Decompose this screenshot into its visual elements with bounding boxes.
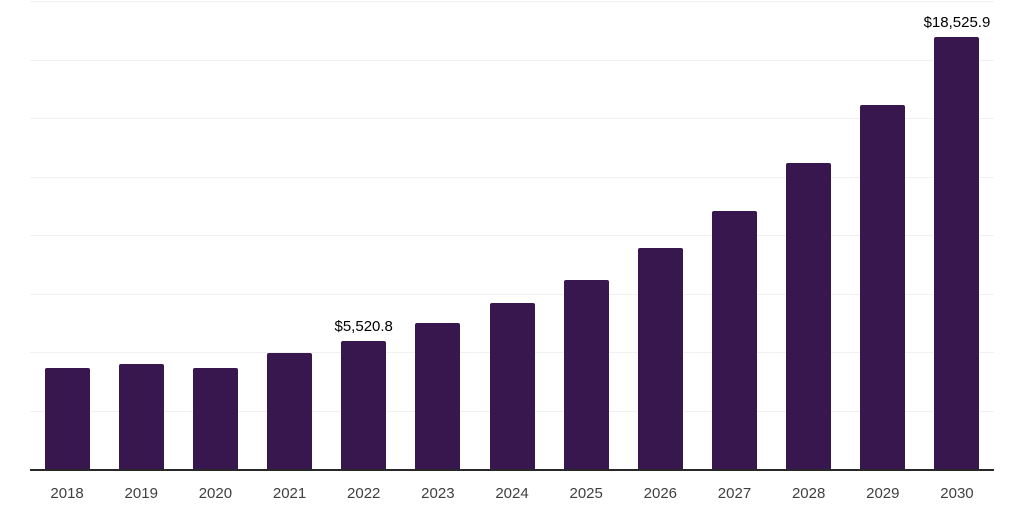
x-axis-line	[30, 469, 994, 471]
bar-2028	[786, 163, 832, 470]
bar-2029	[860, 105, 906, 470]
bar-slot-2025	[549, 2, 623, 470]
bar-slot-2021	[252, 2, 326, 470]
bar-2022	[341, 340, 387, 470]
bar-slot-2030: $18,525.9	[920, 2, 994, 470]
bar-slot-2018	[30, 2, 104, 470]
bar-2018	[44, 367, 90, 470]
bar-value-label-2022: $5,520.8	[334, 317, 393, 335]
bar-2021	[267, 352, 313, 470]
x-axis-label-2022: 2022	[347, 485, 381, 502]
x-axis-label-2027: 2027	[717, 485, 752, 502]
bar-2030	[934, 36, 980, 470]
x-axis-label-2023: 2023	[421, 485, 455, 502]
bar-2024	[489, 302, 535, 470]
bar-2026	[637, 248, 683, 470]
x-axis-label-2021: 2021	[272, 485, 307, 502]
bar-slot-2028	[772, 2, 846, 470]
gridline	[30, 176, 994, 178]
bar-value-label-2030: $18,525.9	[923, 13, 991, 31]
bar-slot-2023	[401, 2, 475, 470]
gridline	[30, 235, 994, 236]
gridline	[30, 1, 994, 2]
bar-slot-2020	[178, 2, 252, 470]
gridline	[30, 59, 994, 61]
bar-slot-2019	[104, 2, 178, 470]
x-axis-label-2029: 2029	[866, 485, 900, 502]
bar-slot-2026	[623, 2, 697, 470]
plot-area: $5,520.8 $18,525.9	[30, 1, 994, 471]
bar-slot-2029	[846, 2, 920, 470]
bar-2019	[118, 364, 164, 470]
gridline	[30, 293, 994, 295]
bar-slot-2024	[475, 2, 549, 470]
bar-slot-2022: $5,520.8	[327, 2, 401, 470]
x-axis-label-2018: 2018	[50, 485, 84, 502]
x-axis-label-2019: 2019	[124, 485, 158, 502]
x-axis-label-2025: 2025	[569, 485, 603, 502]
x-axis-label-2020: 2020	[198, 485, 233, 502]
bar-2023	[415, 322, 461, 470]
bar-2020	[192, 367, 238, 470]
bars: $5,520.8 $18,525.9	[30, 2, 994, 470]
x-axis-label-2026: 2026	[643, 485, 678, 502]
bar-2025	[563, 279, 609, 470]
gridline	[30, 118, 994, 119]
x-axis-label-2030: 2030	[940, 485, 974, 502]
bar-slot-2027	[697, 2, 771, 470]
x-axis-labels: 2018 2019 2020 2021 2022 2023 2024 2025 2026 2027…	[30, 482, 994, 506]
x-axis-label-2024: 2024	[495, 485, 529, 502]
bar-2027	[711, 210, 757, 470]
x-axis-label-2028: 2028	[791, 485, 826, 502]
